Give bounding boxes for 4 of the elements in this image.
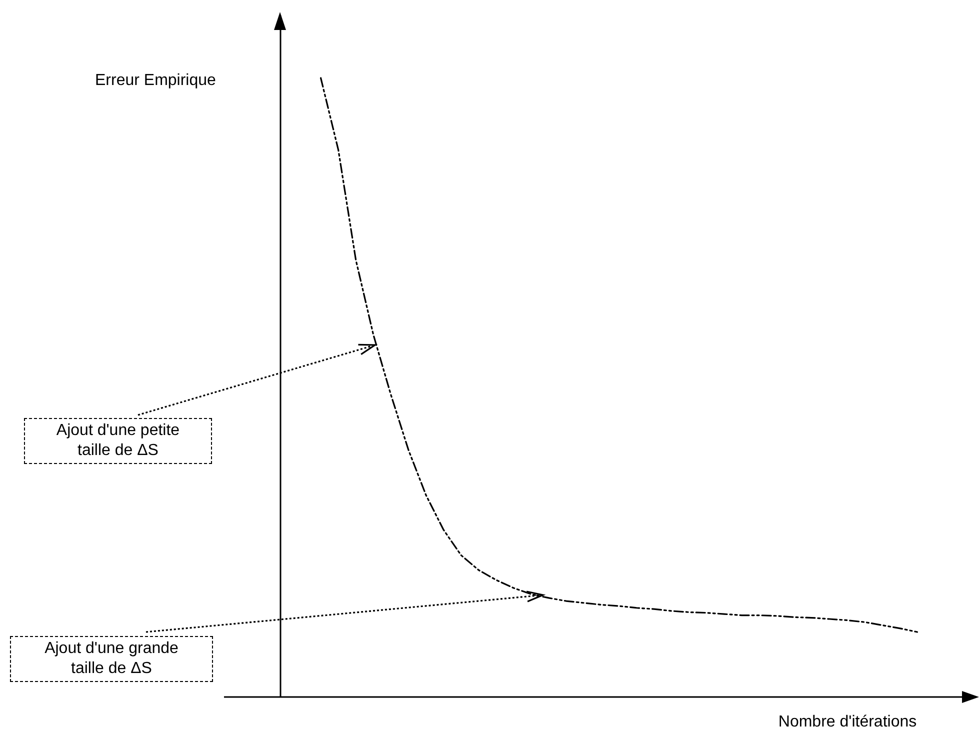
text: Ajout d'une grande taille de ΔS — [10, 636, 213, 682]
text: Ajout d'une petite taille de ΔS — [24, 418, 212, 464]
text: Erreur Empirique — [95, 72, 216, 90]
x-axis-title: Nombre d'itérations — [778, 714, 917, 730]
